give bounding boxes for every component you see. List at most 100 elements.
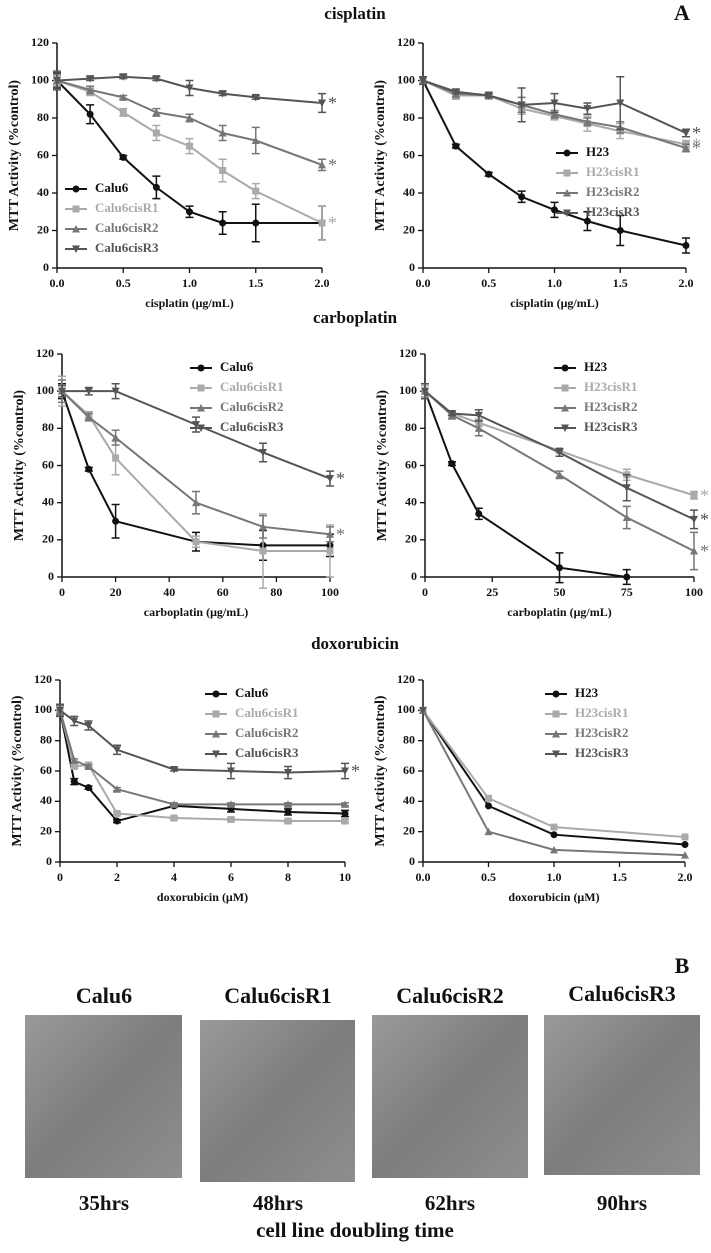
x-tick-label: 1.0 (547, 870, 562, 884)
y-tick-label: 20 (37, 222, 49, 236)
marker (341, 767, 349, 775)
series-line (59, 709, 346, 774)
section-title: carboplatin (313, 308, 398, 327)
legend-label: Calu6cisR2 (95, 220, 159, 235)
x-tick-label: 1.5 (613, 276, 628, 290)
x-tick-label: 2.0 (315, 276, 330, 290)
x-tick-label: 6 (228, 870, 234, 884)
x-tick-label: 40 (163, 585, 175, 599)
marker (119, 108, 127, 116)
marker (681, 841, 689, 849)
cell-name: Calu6 (76, 983, 132, 1008)
y-tick-label: 0 (46, 854, 52, 868)
series-line (56, 79, 322, 224)
series-line (422, 79, 687, 134)
y-tick-label: 120 (399, 346, 417, 360)
marker (113, 817, 121, 825)
marker (84, 387, 93, 396)
marker (251, 136, 260, 144)
marker (326, 530, 334, 538)
y-tick-label: 40 (405, 494, 417, 508)
y-tick-label: 100 (31, 72, 49, 86)
marker (152, 108, 161, 116)
series-line (56, 75, 323, 104)
legend-marker (212, 750, 220, 758)
x-tick-label: 80 (270, 585, 282, 599)
legend-label: Calu6cisR1 (220, 379, 284, 394)
marker (259, 448, 267, 457)
x-tick-label: 10 (339, 870, 351, 884)
marker (518, 193, 526, 201)
marker (341, 809, 349, 817)
marker (119, 73, 128, 81)
marker (484, 92, 493, 100)
x-tick-label: 1.5 (248, 276, 263, 290)
x-tick-label: 0.0 (50, 276, 65, 290)
marker (690, 491, 698, 499)
x-tick-label: 1.5 (612, 870, 627, 884)
legend-label: Calu6cisR3 (95, 240, 159, 255)
marker (341, 800, 349, 808)
series-line (422, 79, 687, 146)
y-tick-label: 120 (36, 346, 54, 360)
y-tick-label: 60 (42, 457, 54, 471)
x-tick-label: 2 (114, 870, 120, 884)
marker (259, 547, 267, 555)
marker (56, 706, 64, 715)
legend-label: H23cisR1 (586, 164, 639, 179)
legend-marker (561, 384, 569, 392)
marker (186, 208, 193, 216)
series-line (62, 390, 331, 480)
y-tick-label: 20 (405, 532, 417, 546)
significance-mark: * (328, 213, 337, 233)
significance-mark: * (336, 469, 345, 489)
marker (70, 762, 78, 770)
marker (227, 767, 235, 775)
series-line (61, 390, 330, 547)
x-axis-title: carboplatin (μg/mL) (144, 605, 248, 619)
y-tick-label: 60 (405, 457, 417, 471)
cell-images (25, 1015, 700, 1182)
series-line (424, 390, 695, 552)
marker (119, 153, 127, 161)
series-line (422, 709, 686, 838)
cell-name: Calu6cisR1 (224, 983, 332, 1008)
marker (113, 746, 121, 754)
marker (112, 454, 120, 462)
section-title: cisplatin (324, 4, 386, 23)
legend-label: H23cisR3 (584, 419, 638, 434)
marker (485, 794, 492, 802)
x-axis-title: doxorubicin (μM) (508, 890, 599, 904)
cell-image (544, 1015, 700, 1175)
y-tick-label: 60 (403, 147, 415, 161)
legend-label: Calu6cisR2 (235, 725, 299, 740)
legend-label: Calu6cisR1 (95, 200, 159, 215)
marker (318, 219, 326, 227)
significance-mark: * (700, 485, 709, 505)
y-tick-label: 40 (42, 494, 54, 508)
y-tick-label: 60 (403, 763, 415, 777)
y-tick-label: 0 (409, 854, 415, 868)
marker (452, 142, 460, 150)
x-tick-label: 0 (57, 870, 63, 884)
y-tick-label: 40 (403, 793, 415, 807)
significance-mark: * (700, 541, 709, 561)
series-line (61, 390, 331, 536)
marker (113, 785, 121, 793)
series-line (422, 709, 686, 857)
marker (218, 129, 227, 137)
y-tick-label: 0 (48, 569, 54, 583)
x-axis-title: doxorubicin (μM) (157, 890, 248, 904)
legend-marker (197, 424, 205, 432)
marker (555, 470, 564, 479)
x-tick-label: 0 (59, 585, 65, 599)
y-tick-label: 120 (397, 672, 415, 686)
series-line (422, 80, 687, 247)
legend-label: H23cisR1 (575, 705, 628, 720)
marker (86, 110, 94, 118)
marker (219, 167, 227, 174)
cell-image (25, 1015, 182, 1178)
marker (550, 845, 558, 854)
marker (227, 800, 235, 808)
legend-marker (212, 730, 220, 738)
